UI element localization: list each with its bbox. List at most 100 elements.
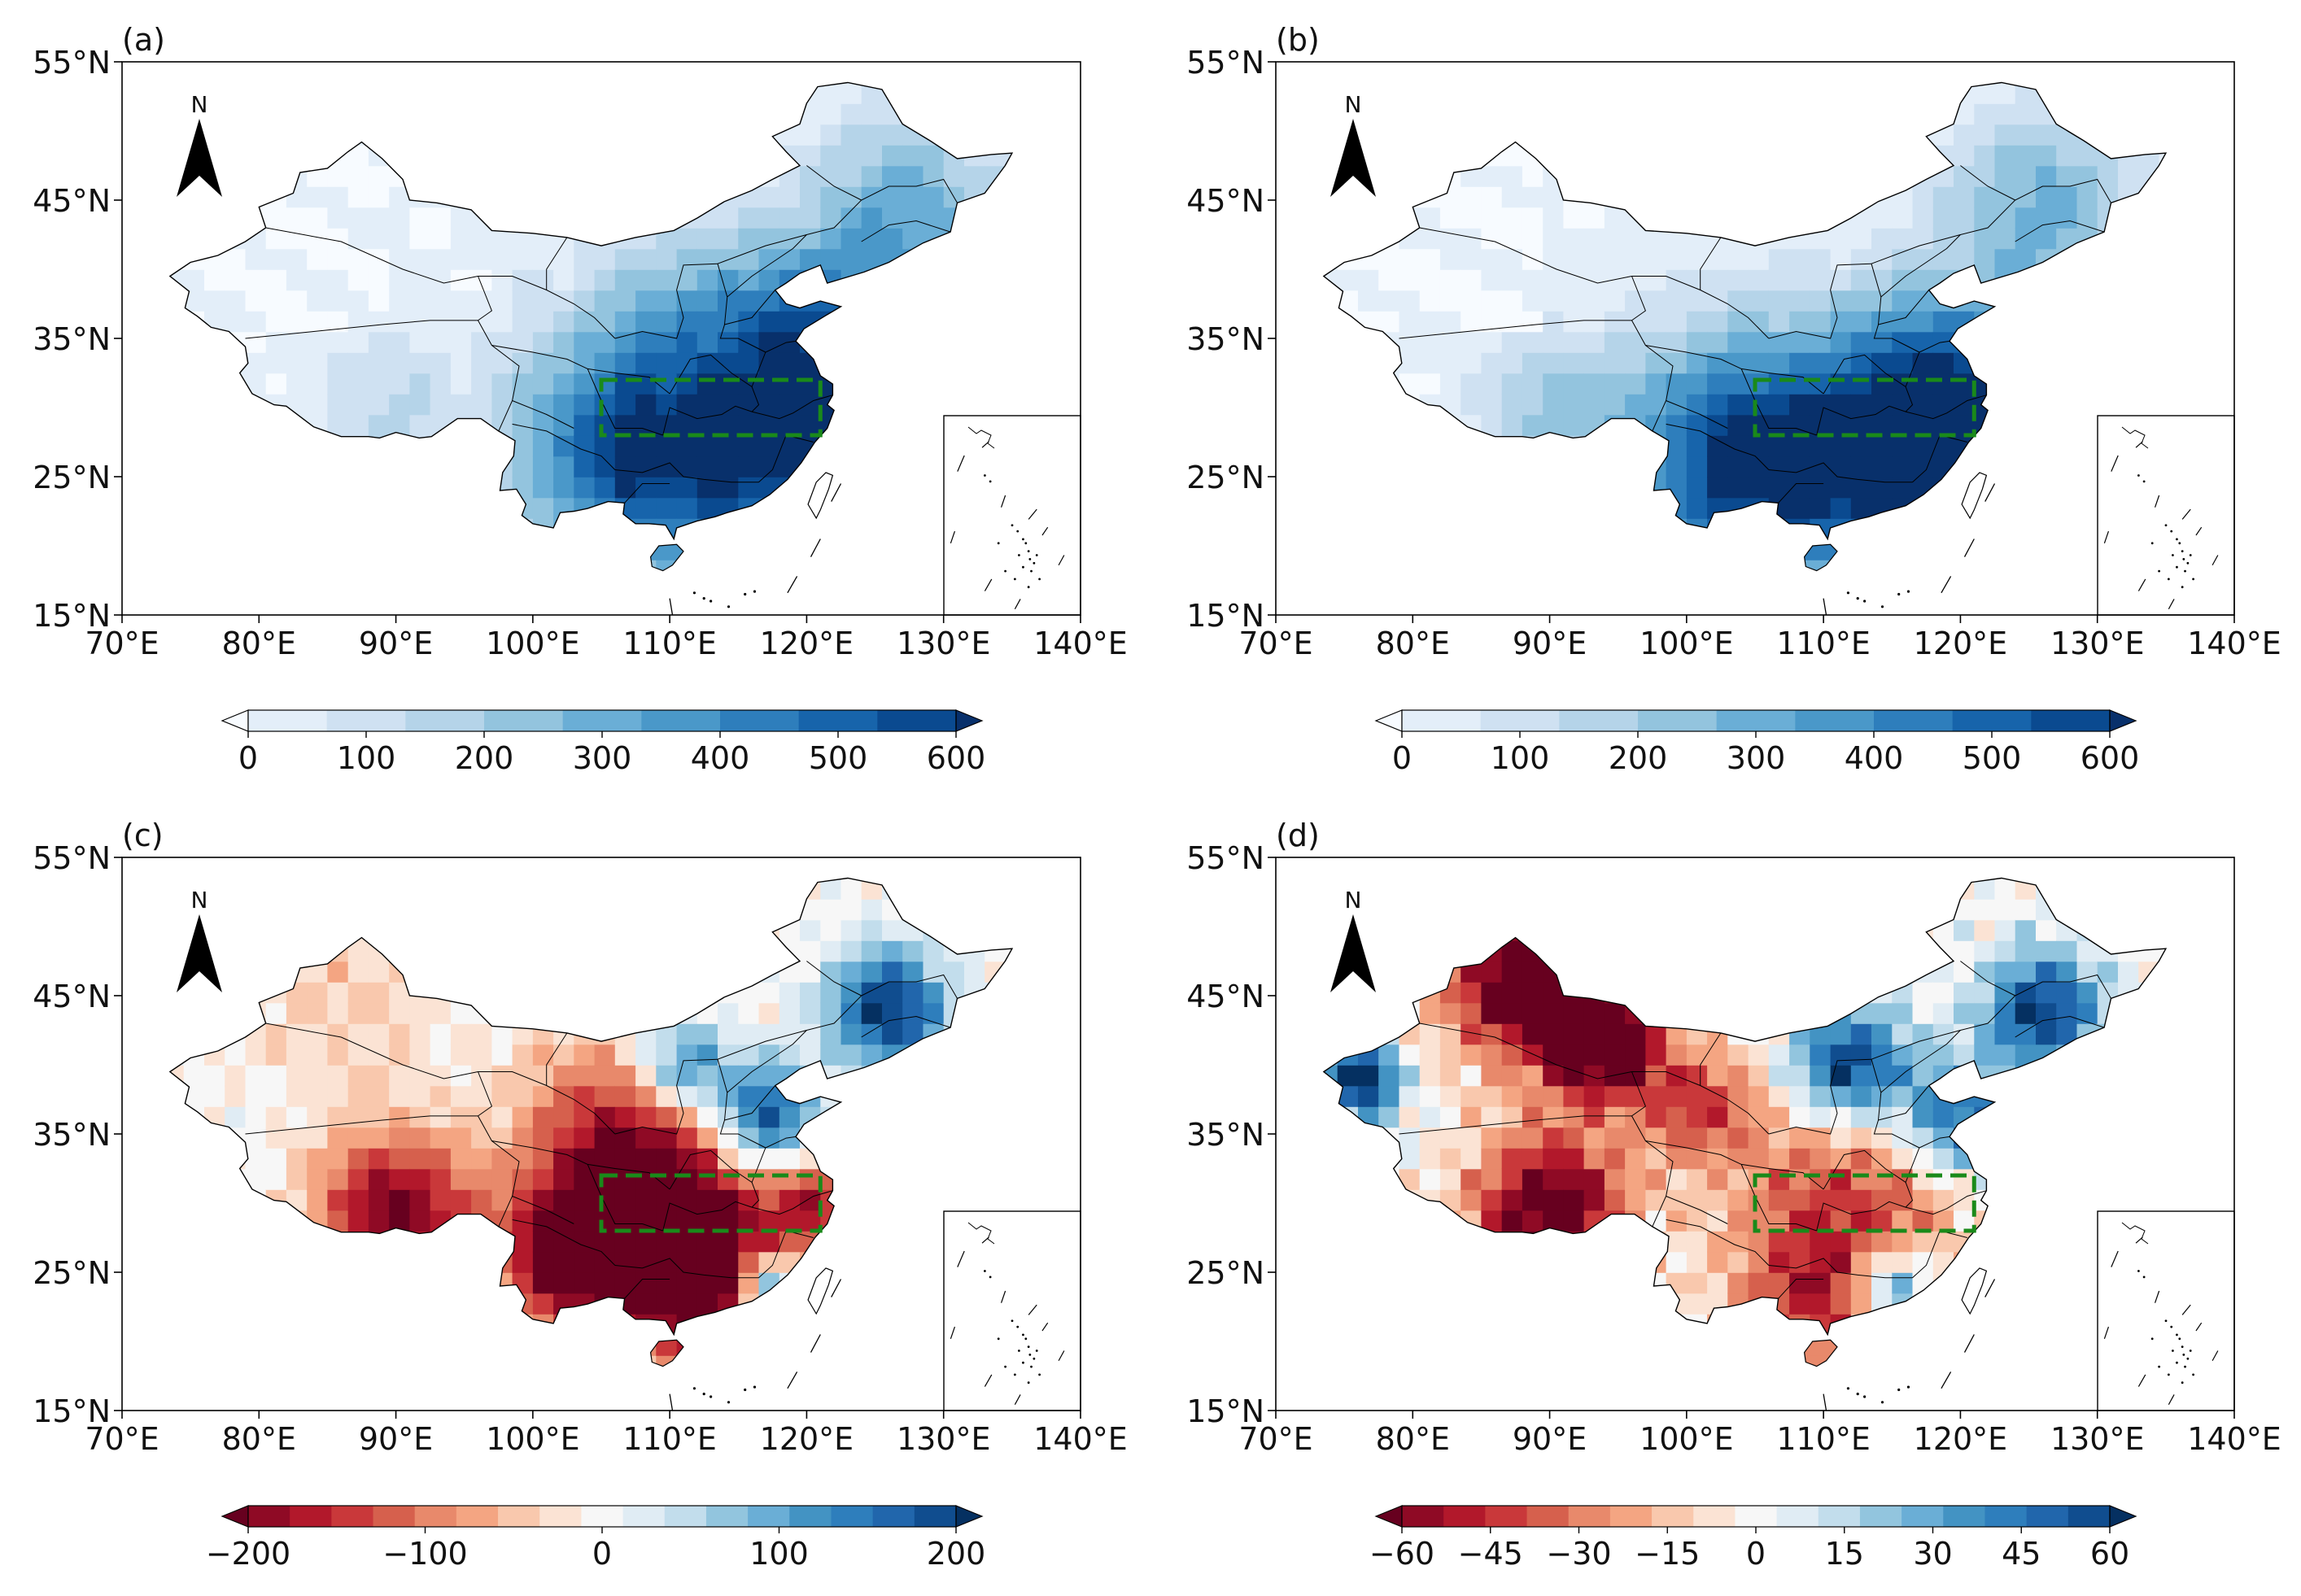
province-boundaries [245, 165, 958, 504]
colorbar-tick-label: 100 [337, 740, 396, 776]
lon-tick-label: 100°E [1640, 626, 1734, 661]
lon-tick-label: 80°E [1376, 1421, 1450, 1457]
lon-tick-label: 90°E [359, 1421, 433, 1457]
colorbar-tick-label: 100 [1491, 740, 1550, 776]
taiwan-outline [1961, 1267, 1988, 1315]
colorbar-tick-label: 200 [1609, 740, 1668, 776]
map-panel-d: (d) 55°N 45°N 35°N 25°N 15°N70°E 80°E 90°E 100°E… [1186, 818, 2281, 1572]
colorbar-tick-label: 0 [1392, 740, 1412, 776]
lat-tick-label: 45°N [33, 183, 111, 219]
data-field [1323, 878, 2166, 1367]
lat-tick-label: 15°N [1186, 598, 1264, 634]
north-arrow-icon: N [1330, 91, 1376, 197]
colorbar-tick-label: 30 [1913, 1536, 1952, 1572]
lon-tick-label: 100°E [486, 626, 580, 661]
taiwan-outline [807, 1267, 834, 1315]
lon-tick-label: 130°E [897, 1421, 991, 1457]
lat-tick-label: 15°N [33, 1393, 111, 1429]
north-label: N [1345, 887, 1362, 914]
study-area-box [599, 1173, 823, 1233]
colorbar-tick-label: −45 [1458, 1536, 1523, 1572]
colorbar-tick-label: 0 [592, 1536, 612, 1572]
lat-tick-label: 35°N [1186, 1117, 1264, 1153]
colorbar-tick-label: 300 [573, 740, 632, 776]
colorbar-tick-label: −100 [382, 1536, 467, 1572]
hainan-outline [1803, 543, 1838, 572]
map-panel-c: (c) 55°N 45°N 35°N 25°N 15°N70°E 80°E 90°E 100°E… [33, 818, 1128, 1572]
lon-tick-label: 140°E [1033, 626, 1128, 661]
lat-tick-label: 35°N [1186, 321, 1264, 357]
study-area-box [1753, 377, 1976, 438]
lat-tick-label: 45°N [1186, 183, 1264, 219]
lon-tick-label: 90°E [1513, 626, 1587, 661]
colorbar: 0 100 200 300 400 500 600 [220, 709, 986, 776]
colorbar-tick-label: 100 [749, 1536, 809, 1572]
sea-boundary-dashes [669, 483, 842, 616]
colorbar-tick-label: −60 [1369, 1536, 1434, 1572]
data-field [169, 82, 1012, 571]
north-arrow-icon: N [177, 91, 222, 197]
lat-tick-label: 35°N [33, 1117, 111, 1153]
data-field [1323, 82, 2166, 571]
hainan-outline [649, 1339, 684, 1367]
lon-tick-label: 120°E [1914, 626, 2008, 661]
lat-tick-label: 15°N [1186, 1393, 1264, 1429]
lat-tick-label: 55°N [1186, 840, 1264, 876]
colorbar: 0 100 200 300 400 500 600 [1374, 709, 2140, 776]
colorbar-tick-label: 200 [927, 1536, 986, 1572]
lon-tick-label: 90°E [1513, 1421, 1587, 1457]
panel-label: (c) [122, 818, 164, 853]
colorbar-tick-label: 60 [2090, 1536, 2129, 1572]
sea-boundary-dashes [1823, 1279, 1996, 1411]
lon-tick-label: 80°E [222, 1421, 296, 1457]
hainan-outline [1803, 1339, 1838, 1367]
colorbar-tick-label: 400 [1845, 740, 1904, 776]
map-panel-b: (b) 55°N 45°N 35°N 25°N 15°N70°E 80°E 90°E 100°E… [1186, 22, 2281, 776]
lon-tick-label: 110°E [1776, 1421, 1871, 1457]
colorbar-tick-label: 0 [1746, 1536, 1766, 1572]
colorbar-tick-label: 600 [927, 740, 986, 776]
colorbar-tick-label: −30 [1546, 1536, 1611, 1572]
colorbar: −60 −45 −30 −15 0 15 30 45 60 [1369, 1505, 2137, 1572]
lon-tick-label: 130°E [2050, 1421, 2145, 1457]
map-panel-a: (a) 55°N 45°N 35°N 25°N 15°N70°E 80°E 90°E 100°E… [33, 22, 1128, 776]
lon-tick-label: 70°E [1238, 1421, 1312, 1457]
lat-tick-label: 25°N [33, 1255, 111, 1291]
north-label: N [191, 887, 208, 914]
lon-tick-label: 100°E [486, 1421, 580, 1457]
north-label: N [1345, 91, 1362, 118]
lon-tick-label: 70°E [1238, 626, 1312, 661]
colorbar-tick-label: 15 [1825, 1536, 1864, 1572]
lat-tick-label: 55°N [1186, 45, 1264, 81]
lon-tick-label: 110°E [1776, 626, 1871, 661]
colorbar-tick-label: −200 [206, 1536, 290, 1572]
data-field [169, 878, 1012, 1367]
panel-label: (d) [1276, 818, 1320, 853]
lon-tick-label: 80°E [1376, 626, 1450, 661]
north-arrow-icon: N [177, 887, 222, 992]
lon-tick-label: 90°E [359, 626, 433, 661]
lon-tick-label: 120°E [1914, 1421, 2008, 1457]
province-boundaries [1399, 961, 2111, 1299]
colorbar-tick-label: 300 [1727, 740, 1786, 776]
lon-tick-label: 130°E [2050, 626, 2145, 661]
panel-label: (b) [1276, 22, 1320, 58]
lon-tick-label: 70°E [85, 626, 159, 661]
taiwan-outline [1961, 472, 1988, 520]
colorbar-tick-label: 45 [2002, 1536, 2041, 1572]
colorbar-tick-label: 0 [238, 740, 258, 776]
colorbar-tick-label: 500 [1963, 740, 2022, 776]
lon-tick-label: 120°E [760, 626, 854, 661]
colorbar-tick-label: 600 [2081, 740, 2140, 776]
lon-tick-label: 140°E [1033, 1421, 1128, 1457]
lon-tick-label: 80°E [222, 626, 296, 661]
colorbar-tick-label: 500 [809, 740, 868, 776]
south-china-sea-inset [2097, 1210, 2235, 1411]
north-arrow-icon: N [1330, 887, 1376, 992]
study-area-box [1753, 1173, 1976, 1233]
lat-tick-label: 35°N [33, 321, 111, 357]
lat-tick-label: 25°N [1186, 460, 1264, 495]
colorbar-tick-label: −15 [1635, 1536, 1700, 1572]
south-china-sea-inset [943, 1210, 1081, 1411]
province-boundaries [245, 961, 958, 1299]
